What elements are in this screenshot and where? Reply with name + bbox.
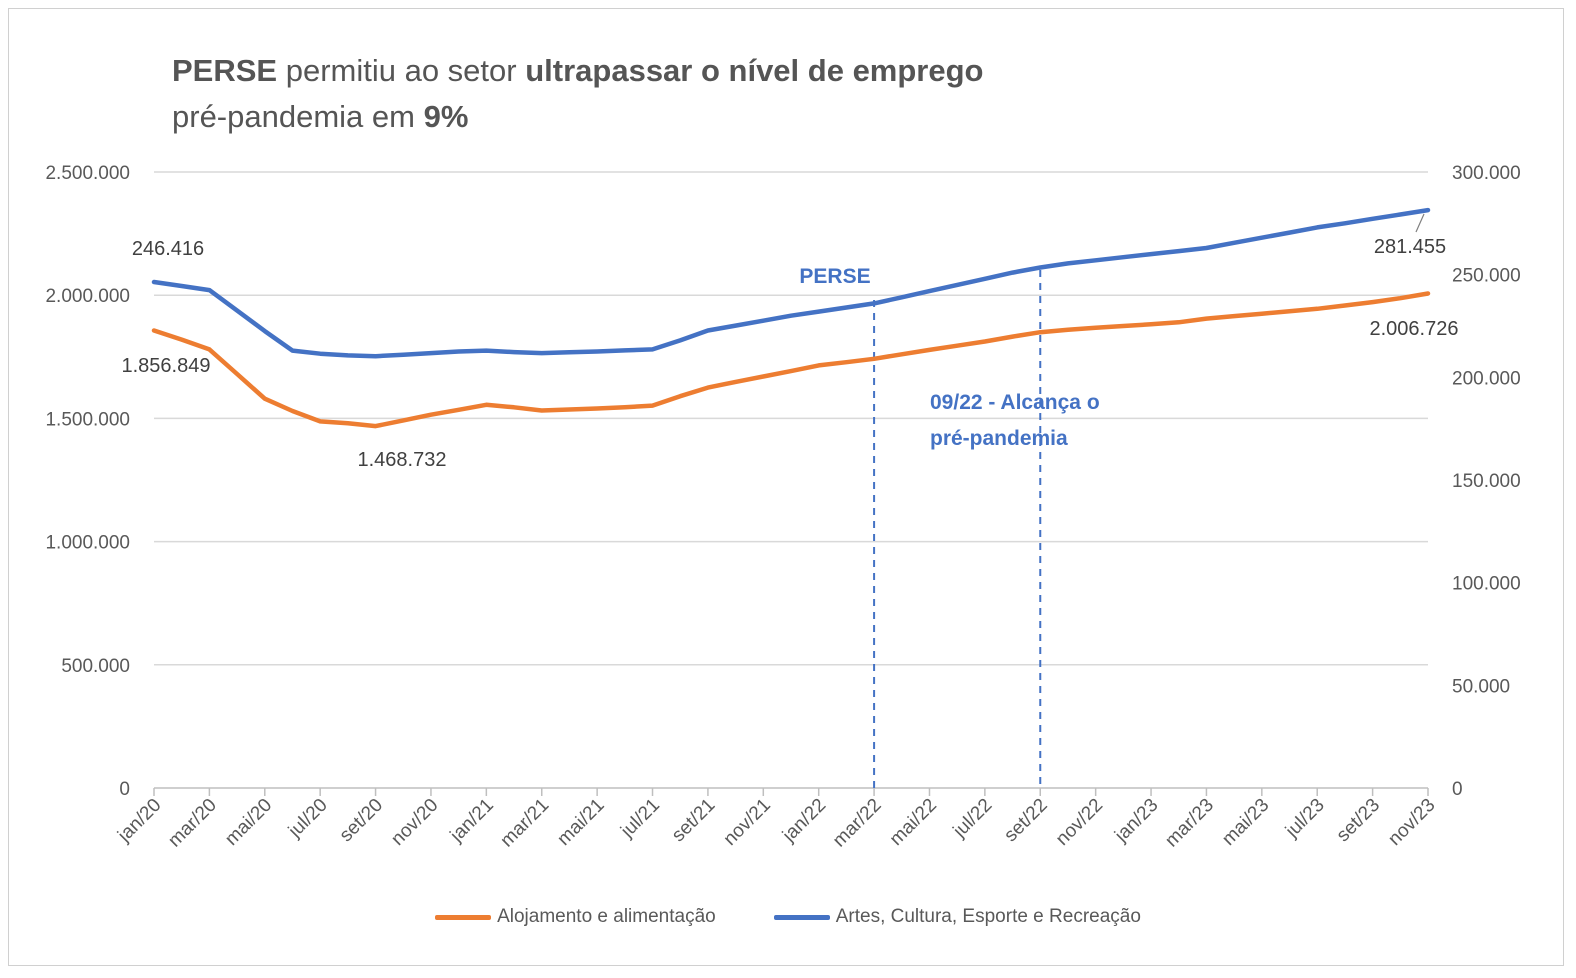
right-axis-tick-label: 250.000 — [1452, 266, 1521, 287]
chart-legend: Alojamento e alimentação Artes, Cultura,… — [0, 906, 1576, 928]
title-bold-2: ultrapassar o nível de emprego — [525, 53, 984, 88]
right-axis-tick-label: 200.000 — [1452, 368, 1521, 389]
series-line-alojamento — [151, 291, 1431, 429]
right-axis-tick-label: 150.000 — [1452, 471, 1521, 492]
data-label-blue-end: 281.455 — [1374, 236, 1446, 258]
legend-swatch-orange — [435, 914, 492, 920]
x-axis-tick-label: nov/23 — [1384, 795, 1439, 850]
left-axis-tick-label: 0 — [119, 779, 130, 800]
x-axis-tick-label: set/23 — [1333, 795, 1384, 846]
chart-frame — [8, 8, 1564, 966]
chart-title: PERSE permitiu ao setor ultrapassar o ní… — [172, 48, 983, 140]
title-text-1: permitiu ao setor — [277, 53, 526, 88]
x-axis-tick-label: set/22 — [1000, 795, 1051, 846]
right-axis-tick-label: 100.000 — [1452, 574, 1521, 595]
title-bold-3: 9% — [423, 99, 469, 134]
title-text-2: pré-pandemia em — [172, 99, 424, 134]
x-axis-tick-label: jul/21 — [616, 795, 664, 843]
x-axis-tick-label: jul/23 — [1281, 795, 1329, 843]
x-axis-tick-label: jul/22 — [949, 795, 997, 843]
legend-swatch-blue — [773, 914, 830, 920]
x-axis-tick-label: mar/22 — [829, 795, 886, 852]
data-label-orange-start: 1.856.849 — [122, 355, 211, 377]
x-axis-tick-label: set/21 — [668, 795, 719, 846]
annotation-prepandemia-line1: 09/22 - Alcança o — [930, 391, 1100, 414]
x-axis-tick-label: nov/21 — [720, 795, 775, 850]
legend-label-artes: Artes, Cultura, Esporte e Recreação — [835, 906, 1141, 927]
title-bold-1: PERSE — [172, 53, 278, 88]
left-axis-tick-label: 500.000 — [61, 656, 130, 677]
data-label-blue-start: 246.416 — [132, 238, 204, 260]
annotation-perse: PERSE — [799, 265, 870, 288]
series-line-artes — [151, 207, 1431, 359]
left-axis-tick-label: 1.000.000 — [45, 533, 130, 554]
x-axis-tick-label: mai/21 — [553, 795, 608, 850]
left-axis-tick-label: 2.500.000 — [45, 163, 130, 184]
right-axis-tick-label: 50.000 — [1452, 676, 1510, 697]
x-axis-tick-label: mar/23 — [1161, 795, 1218, 852]
data-label-leader-line — [1415, 213, 1425, 233]
x-axis-tick-label: mai/22 — [886, 795, 941, 850]
data-label-orange-end: 2.006.726 — [1370, 318, 1459, 340]
x-axis-tick-label: jul/20 — [284, 795, 332, 843]
x-axis-tick-label: jan/22 — [778, 795, 830, 847]
right-axis-tick-label: 300.000 — [1452, 163, 1521, 184]
x-axis-tick-label: mar/21 — [497, 795, 554, 852]
x-axis-tick-label: set/20 — [336, 795, 387, 846]
data-label-orange-min: 1.468.732 — [358, 449, 447, 471]
legend-item-alojamento: Alojamento e alimentação — [435, 906, 716, 928]
x-axis-tick-label: jan/20 — [113, 795, 165, 847]
x-axis-tick-label: mai/23 — [1218, 795, 1273, 850]
annotation-prepandemia-line2: pré-pandemia — [930, 427, 1068, 450]
x-axis-tick-label: mar/20 — [164, 795, 221, 852]
legend-item-artes: Artes, Cultura, Esporte e Recreação — [773, 906, 1141, 928]
left-axis-tick-label: 1.500.000 — [45, 409, 130, 430]
x-axis-tick-label: nov/22 — [1052, 795, 1107, 850]
left-axis-tick-label: 2.000.000 — [45, 286, 130, 307]
x-axis-tick-label: mai/20 — [221, 795, 276, 850]
x-axis-tick-label: jan/23 — [1110, 795, 1162, 847]
right-axis-tick-label: 0 — [1452, 779, 1463, 800]
x-axis-tick-label: jan/21 — [446, 795, 498, 847]
x-axis-tick-label: nov/20 — [387, 795, 442, 850]
legend-label-alojamento: Alojamento e alimentação — [497, 906, 716, 927]
